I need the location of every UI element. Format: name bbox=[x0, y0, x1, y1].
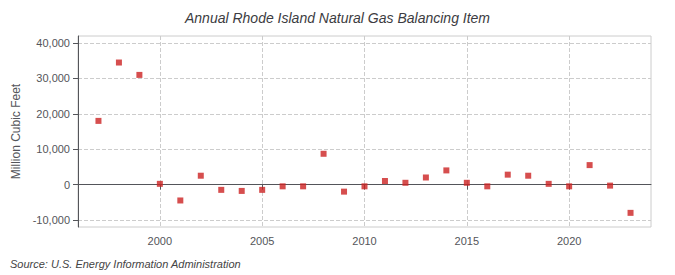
svg-text:2010: 2010 bbox=[352, 235, 376, 247]
svg-text:10,000: 10,000 bbox=[36, 143, 70, 155]
svg-text:Annual Rhode Island Natural Ga: Annual Rhode Island Natural Gas Balancin… bbox=[184, 10, 490, 26]
svg-text:30,000: 30,000 bbox=[36, 72, 70, 84]
svg-text:2020: 2020 bbox=[557, 235, 581, 247]
svg-text:-10,000: -10,000 bbox=[33, 214, 70, 226]
svg-text:20,000: 20,000 bbox=[36, 108, 70, 120]
svg-text:40,000: 40,000 bbox=[36, 37, 70, 49]
svg-text:2015: 2015 bbox=[455, 235, 479, 247]
svg-text:Source: U.S. Energy Informatio: Source: U.S. Energy Information Administ… bbox=[10, 258, 241, 270]
svg-text:0: 0 bbox=[64, 179, 70, 191]
svg-text:2000: 2000 bbox=[148, 235, 172, 247]
svg-text:2005: 2005 bbox=[250, 235, 274, 247]
svg-text:Million Cubic Feet: Million Cubic Feet bbox=[9, 83, 23, 179]
